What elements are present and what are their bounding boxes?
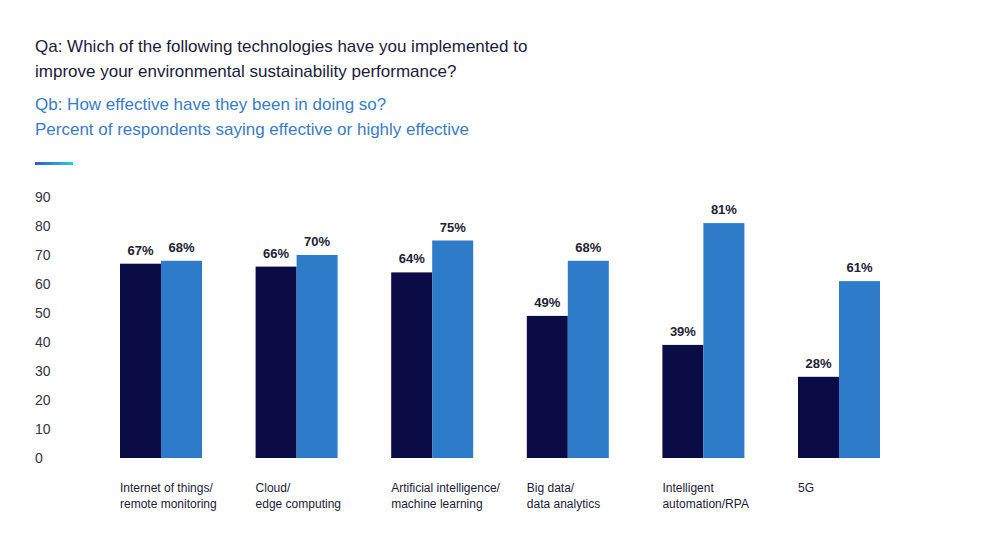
text-line: automation/RPA <box>662 497 749 511</box>
text-line: Intelligent <box>662 481 714 495</box>
text-line: improve your environmental sustainabilit… <box>35 62 456 81</box>
data-label: 66% <box>263 246 289 261</box>
text-line: 5G <box>798 481 814 495</box>
data-label: 75% <box>440 220 466 235</box>
bars <box>120 223 880 458</box>
x-tick-label: Big data/data analytics <box>527 481 600 511</box>
y-tick-label: 50 <box>35 305 51 321</box>
bar <box>161 261 202 458</box>
chart-container: Qa: Which of the following technologies … <box>0 0 1000 550</box>
bar <box>568 261 609 458</box>
x-tick-label: Intelligent automation/RPA <box>662 481 749 511</box>
bar <box>662 345 703 458</box>
data-label: 28% <box>805 356 831 371</box>
bar <box>527 316 568 458</box>
data-label: 39% <box>670 324 696 339</box>
x-tick-label: 5G <box>798 481 814 495</box>
text-line: edge computing <box>256 497 341 511</box>
text-line: machine learning <box>391 497 482 511</box>
accent-line <box>35 162 73 165</box>
text-line: remote monitoring <box>120 497 217 511</box>
bar <box>839 281 880 458</box>
data-labels: 67% 68% 66% 70% 64% 75% 49% 68% 39% 81% 28% 61% <box>127 202 872 371</box>
chart-svg: Qa: Which of the following technologies … <box>0 0 1000 550</box>
data-label: 64% <box>399 251 425 266</box>
x-tick-label: Cloud/edge computing <box>256 481 341 511</box>
x-tick-label: Artificial intelligence/machine learning <box>391 481 500 511</box>
text-line: Cloud/ <box>256 481 291 495</box>
text-line: Internet of things/ <box>120 481 213 495</box>
y-tick-label: 30 <box>35 363 51 379</box>
bar <box>391 272 432 458</box>
y-tick-label: 0 <box>35 450 43 466</box>
bar <box>256 267 297 458</box>
y-tick-label: 20 <box>35 392 51 408</box>
bar <box>432 241 473 459</box>
bar <box>120 264 161 458</box>
bar <box>297 255 338 458</box>
text-line: Qa: Which of the following technologies … <box>35 37 527 56</box>
bar <box>798 377 839 458</box>
data-label: 68% <box>575 240 601 255</box>
y-tick-label: 40 <box>35 334 51 350</box>
data-label: 49% <box>534 295 560 310</box>
y-tick-label: 10 <box>35 421 51 437</box>
data-label: 81% <box>711 202 737 217</box>
text-line: Percent of respondents saying effective … <box>35 120 469 139</box>
text-line: data analytics <box>527 497 600 511</box>
data-label: 68% <box>168 240 194 255</box>
y-tick-label: 90 <box>35 189 51 205</box>
y-tick-label: 70 <box>35 247 51 263</box>
text-line: Qb: How effective have they been in doin… <box>35 95 386 114</box>
text-line: Big data/ <box>527 481 575 495</box>
data-label: 67% <box>127 243 153 258</box>
data-label: 61% <box>846 260 872 275</box>
text-line: Artificial intelligence/ <box>391 481 500 495</box>
y-tick-label: 80 <box>35 218 51 234</box>
title: Qa: Which of the following technologies … <box>35 37 527 81</box>
bar <box>703 223 744 458</box>
y-tick-label: 60 <box>35 276 51 292</box>
subtitle: Qb: How effective have they been in doin… <box>35 95 469 139</box>
data-label: 70% <box>304 234 330 249</box>
x-tick-label: Internet of things/remote monitoring <box>120 481 217 511</box>
